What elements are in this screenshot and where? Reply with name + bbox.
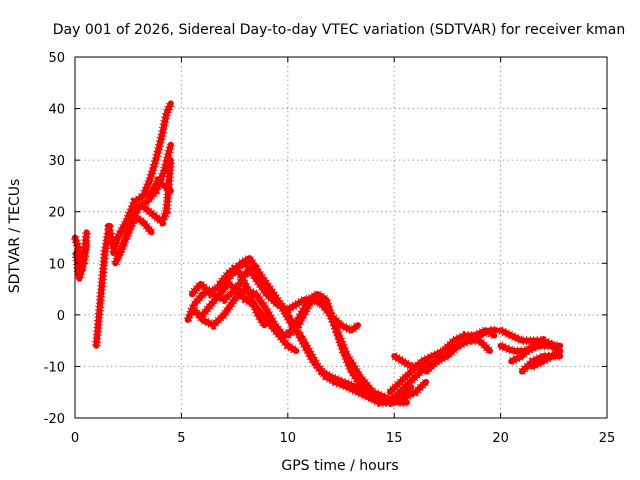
- series-trace-10: [188, 263, 398, 407]
- series-trace-18: [391, 352, 432, 371]
- series-line: [529, 348, 564, 370]
- plot-frame: [74, 56, 608, 419]
- x-tick-label: 20: [492, 431, 509, 446]
- y-tick-label: 50: [48, 51, 65, 66]
- y-tick-label: 30: [48, 154, 65, 169]
- series-markers: [199, 279, 299, 355]
- series-markers: [188, 263, 396, 407]
- series-markers: [113, 212, 156, 260]
- series-line: [216, 265, 268, 329]
- series-line: [191, 286, 410, 406]
- series-line: [140, 157, 174, 225]
- x-tick-label: 25: [599, 431, 616, 446]
- series-markers: [284, 289, 430, 407]
- series-trace-24: [529, 347, 564, 371]
- series-trace-15: [284, 289, 430, 407]
- x-tick-label: 15: [386, 431, 403, 446]
- y-axis-label: SDTVAR / TECUs: [7, 179, 23, 294]
- series-markers: [386, 325, 497, 396]
- axis-ticks: 0 5 10 15 20 25 -20 -10 0 10 20 30 40 50: [44, 51, 616, 446]
- series-trace-11: [190, 284, 410, 407]
- x-tick-label: 10: [280, 431, 297, 446]
- series-markers: [391, 325, 497, 401]
- series-markers: [190, 284, 407, 407]
- series-trace-22: [508, 336, 564, 366]
- x-axis-label: GPS time / hours: [281, 458, 398, 474]
- series-trace-14: [216, 263, 269, 329]
- series-trace-4: [108, 100, 175, 256]
- series-trace-7: [140, 157, 176, 227]
- series-trace-19: [422, 336, 494, 375]
- y-tick-label: 40: [48, 103, 65, 118]
- x-tick-label: 5: [177, 431, 185, 446]
- series-group: [70, 100, 564, 407]
- series-trace-6: [113, 212, 156, 262]
- series-line: [508, 337, 564, 365]
- chart-title: Day 001 of 2026, Sidereal Day-to-day VTE…: [53, 22, 625, 38]
- series-trace-2: [71, 239, 92, 284]
- y-tick-label: 20: [48, 206, 65, 221]
- y-tick-label: -20: [44, 412, 65, 427]
- series-markers: [145, 176, 174, 199]
- series-trace-8: [145, 176, 174, 200]
- x-tick-label: 0: [71, 431, 79, 446]
- y-tick-label: -10: [44, 360, 65, 375]
- series-markers: [108, 101, 175, 255]
- y-tick-label: 10: [48, 257, 65, 272]
- series-trace-13: [220, 258, 361, 335]
- series-markers: [91, 222, 118, 347]
- series-line: [73, 239, 90, 282]
- series-markers: [391, 352, 431, 371]
- grid: [75, 57, 607, 418]
- series-trace-3: [91, 222, 118, 349]
- series-line: [221, 260, 361, 334]
- series-markers: [422, 336, 494, 375]
- y-tick-label: 0: [57, 309, 65, 324]
